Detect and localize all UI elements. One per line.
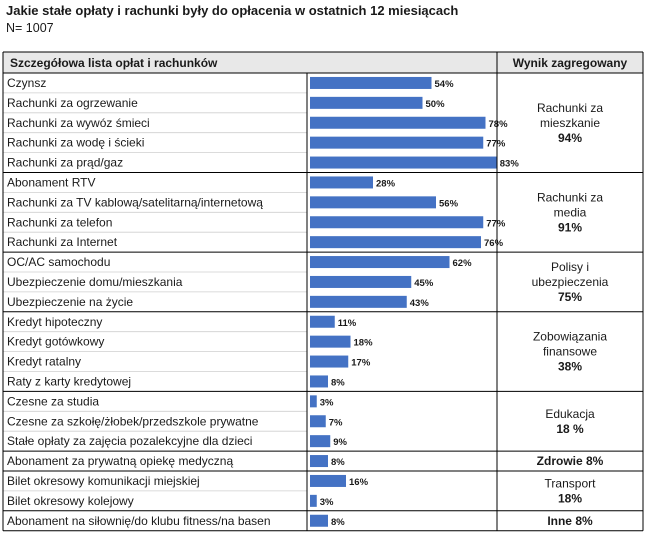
bar xyxy=(310,136,484,149)
bar xyxy=(310,196,436,209)
bar xyxy=(310,275,412,288)
bar xyxy=(310,435,331,448)
row-label: Abonament na siłownię/do klubu fitness/n… xyxy=(7,514,271,528)
aggregate-value: Inne 8% xyxy=(547,514,593,528)
bar xyxy=(310,455,328,468)
bar xyxy=(310,256,450,269)
chart-subtitle: N= 1007 xyxy=(6,21,54,35)
aggregate-value: 38% xyxy=(558,360,582,374)
bar xyxy=(310,176,373,189)
value-label: 18% xyxy=(354,338,374,349)
bar xyxy=(310,375,328,388)
row-label: Kredyt gotówkowy xyxy=(7,335,104,349)
value-label: 83% xyxy=(500,159,520,170)
row-label: Abonament za prywatną opiekę medyczną xyxy=(7,454,233,468)
value-label: 50% xyxy=(426,99,446,110)
row-label: Czesne za studia xyxy=(7,394,99,408)
bar xyxy=(310,335,351,348)
row-label: Bilet okresowy kolejowy xyxy=(7,494,134,508)
row-label: Rachunki za Internet xyxy=(7,235,118,249)
aggregate-value: 18% xyxy=(558,491,582,505)
row-label: OC/AC samochodu xyxy=(7,255,110,269)
aggregate-value: 75% xyxy=(558,290,582,304)
row-label: Rachunki za TV kablową/satelitarną/inter… xyxy=(7,195,263,209)
row-label: Czynsz xyxy=(7,76,46,90)
row-label: Raty z karty kredytowej xyxy=(7,374,131,388)
row-label: Czesne za szkołę/żłobek/przedszkole pryw… xyxy=(7,414,259,428)
row-label: Rachunki za ogrzewanie xyxy=(7,96,138,110)
aggregate-label: Transport xyxy=(545,476,597,490)
row-label: Rachunki za telefon xyxy=(7,215,112,229)
aggregate-value: Zdrowie 8% xyxy=(537,454,604,468)
aggregate-label: finansowe xyxy=(543,345,597,359)
header-list: Szczegółowa lista opłat i rachunków xyxy=(10,56,218,70)
bar xyxy=(310,76,432,89)
value-label: 7% xyxy=(329,417,343,428)
bar xyxy=(310,236,481,249)
value-label: 77% xyxy=(486,139,506,150)
aggregate-label: ubezpieczenia xyxy=(532,275,609,289)
row-label: Ubezpieczenie domu/mieszkania xyxy=(7,275,183,289)
row-label: Ubezpieczenie na życie xyxy=(7,295,133,309)
aggregate-label: Edukacja xyxy=(545,407,595,421)
row-label: Rachunki za wodę i ścieki xyxy=(7,136,144,150)
bar xyxy=(310,395,317,408)
bar xyxy=(310,355,349,368)
value-label: 77% xyxy=(486,218,506,229)
row-label: Rachunki za wywóz śmieci xyxy=(7,116,150,130)
value-label: 76% xyxy=(484,238,504,249)
row-label: Bilet okresowy komunikacji miejskiej xyxy=(7,474,200,488)
value-label: 54% xyxy=(435,79,455,90)
bar xyxy=(310,474,346,487)
aggregate-value: 91% xyxy=(558,220,582,234)
row-label: Kredyt hipoteczny xyxy=(7,315,102,329)
value-label: 8% xyxy=(331,457,345,468)
bar xyxy=(310,415,326,428)
row-label: Rachunki za prąd/gaz xyxy=(7,156,123,170)
value-label: 17% xyxy=(351,358,371,369)
row-label: Kredyt ratalny xyxy=(7,355,81,369)
bar xyxy=(310,295,407,308)
value-label: 78% xyxy=(489,119,509,130)
aggregate-value: 18 % xyxy=(556,422,584,436)
value-label: 8% xyxy=(331,377,345,388)
bar xyxy=(310,96,423,109)
bar xyxy=(310,315,335,328)
aggregate-label: media xyxy=(554,205,587,219)
value-label: 3% xyxy=(320,397,334,408)
row-label: Stałe opłaty za zajęcia pozalekcyjne dla… xyxy=(7,434,252,448)
value-label: 8% xyxy=(331,517,345,528)
aggregate-label: Rachunki za xyxy=(537,101,603,115)
aggregate-label: Zobowiązania xyxy=(533,330,607,344)
aggregate-label: mieszkanie xyxy=(540,116,600,130)
header-aggregate: Wynik zagregowany xyxy=(513,56,628,70)
value-label: 45% xyxy=(414,278,434,289)
row-label: Abonament RTV xyxy=(7,175,96,189)
bar xyxy=(310,514,328,527)
aggregate-label: Rachunki za xyxy=(537,190,603,204)
header-band xyxy=(3,52,643,73)
value-label: 3% xyxy=(320,497,334,508)
bar xyxy=(310,156,497,169)
bar xyxy=(310,216,484,229)
bar xyxy=(310,116,486,129)
value-label: 62% xyxy=(453,258,473,269)
value-label: 16% xyxy=(349,477,369,488)
value-label: 43% xyxy=(410,298,430,309)
chart-title: Jakie stałe opłaty i rachunki były do op… xyxy=(6,3,459,18)
value-label: 28% xyxy=(376,178,396,189)
value-label: 11% xyxy=(338,318,357,329)
aggregate-label: Polisy i xyxy=(551,260,589,274)
value-label: 56% xyxy=(439,198,459,209)
aggregate-value: 94% xyxy=(558,131,582,145)
value-label: 9% xyxy=(333,437,347,448)
bar xyxy=(310,494,317,507)
